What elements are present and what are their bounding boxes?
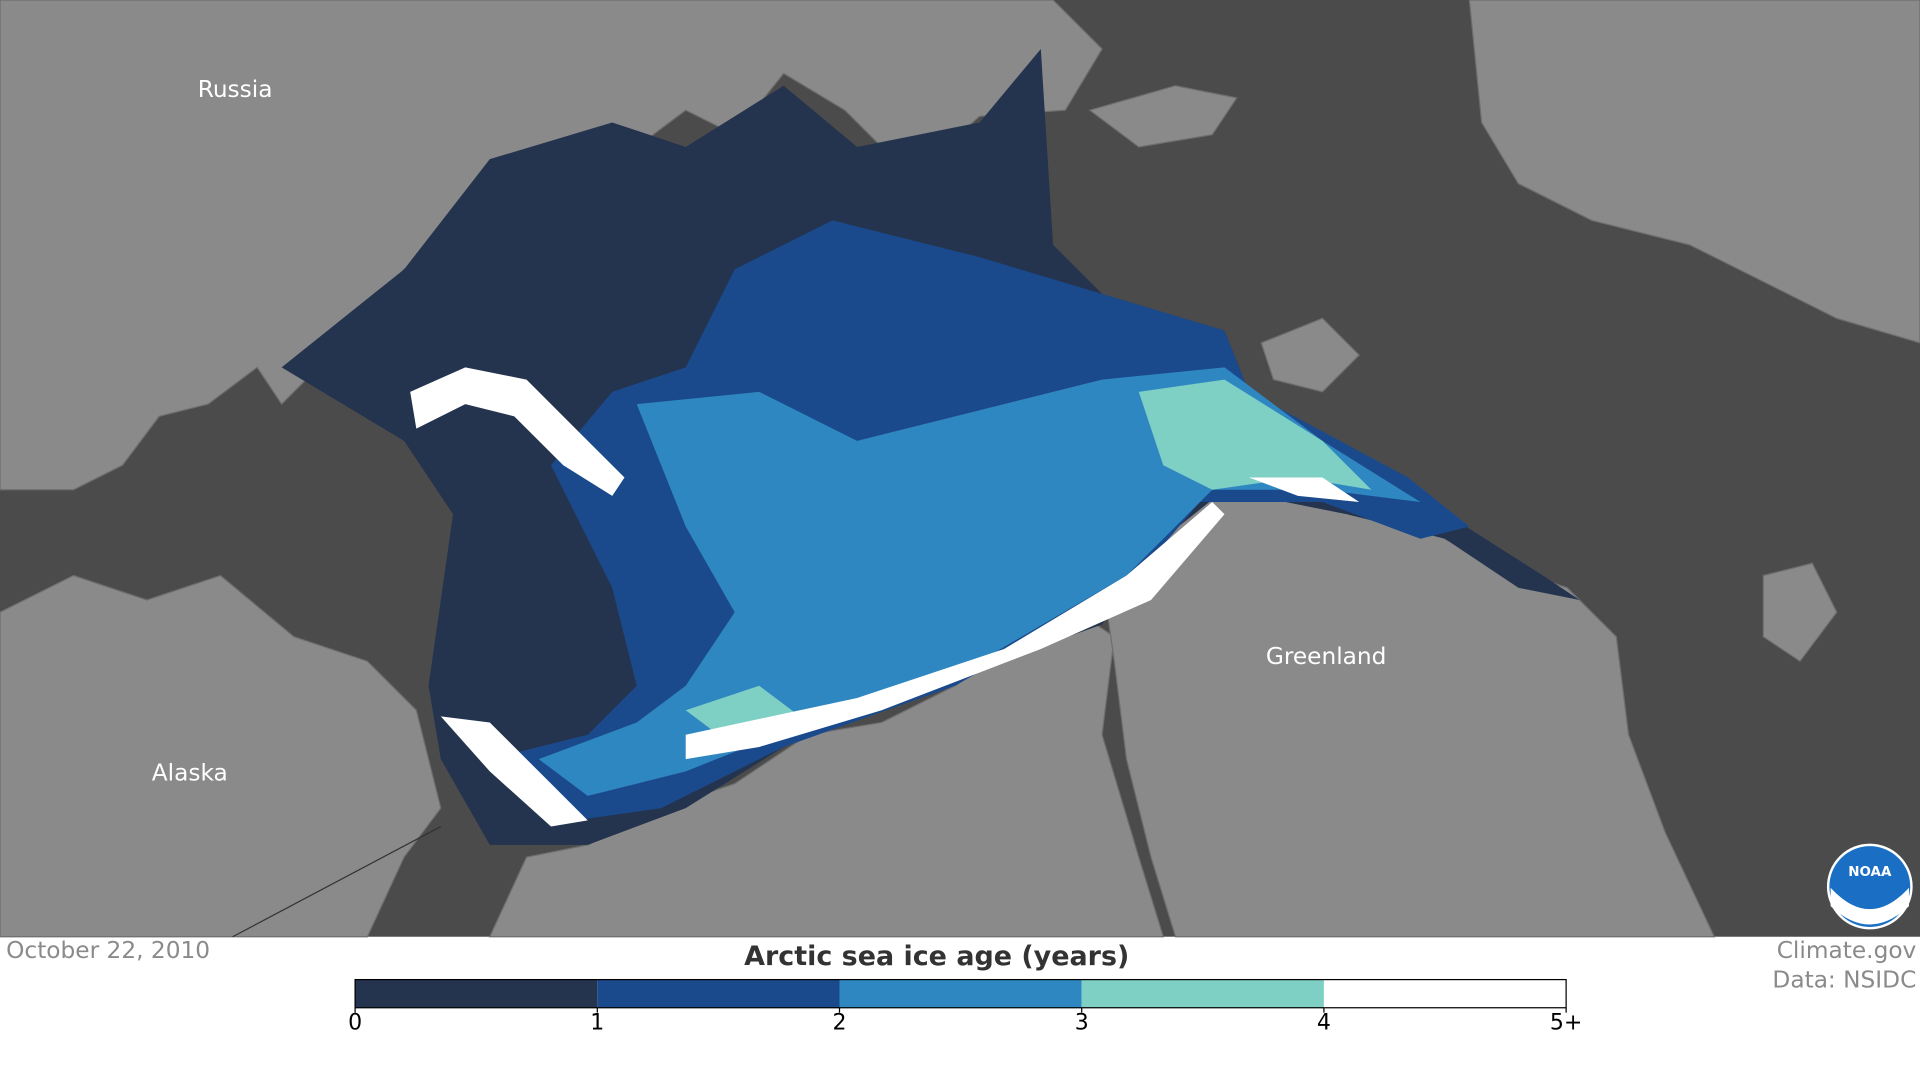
ice-4-5 [410, 367, 1360, 827]
place-label: Greenland [1266, 643, 1387, 670]
place-label: Russia [198, 76, 273, 103]
colorbar-segment [1323, 979, 1567, 1008]
colorbar-tick-label: 0 [348, 1011, 362, 1036]
land-alaska [0, 574, 442, 938]
land-scandinavia [1468, 0, 1920, 344]
colorbar-frame [354, 978, 1567, 1009]
colorbar-segment [1081, 979, 1324, 1008]
colorbar-tick-label: 3 [1075, 1011, 1089, 1036]
colorbar-tick-label: 1 [590, 1011, 604, 1036]
legend-title: Arctic sea ice age (years) [744, 941, 1129, 972]
land-islands [476, 85, 1838, 663]
credit: Climate.gov [1777, 937, 1917, 964]
date: October 22, 2010 [6, 937, 210, 964]
boundary-line [232, 825, 442, 938]
colorbar-segment [839, 979, 1082, 1008]
colorbar-segment [355, 979, 598, 1008]
ice-3-4 [685, 379, 1372, 747]
colorbar: 0 1 2 3 4 5+ [348, 978, 1582, 1036]
colorbar-tick-label: 4 [1317, 1011, 1331, 1036]
credit: Data: NSIDC [1772, 966, 1916, 993]
place-label: Alaska [152, 759, 228, 786]
colorbar-segment [597, 979, 840, 1008]
logo-wave [1830, 887, 1909, 925]
colorbar-tick-label: 5+ [1550, 1011, 1582, 1036]
colorbar-tick-label: 2 [832, 1011, 846, 1036]
noaa-logo: NOAA [1826, 843, 1913, 930]
map-area: Russia Alaska Greenland NOAA [0, 0, 1920, 938]
logo-text: NOAA [1848, 865, 1892, 880]
